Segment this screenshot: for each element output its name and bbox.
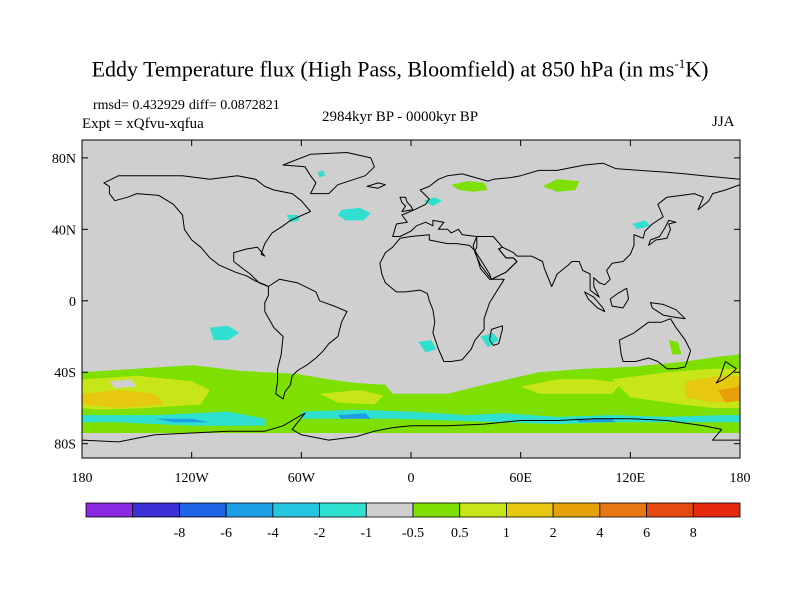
lon-label: 60E xyxy=(509,471,532,486)
coastline-australia xyxy=(618,318,692,370)
lon-label: 0 xyxy=(408,471,415,486)
coastline-north-america xyxy=(103,175,311,287)
region-cyan-south-africa xyxy=(418,340,437,353)
lat-label: 40N xyxy=(52,223,76,238)
region-blue-antarctic-coast xyxy=(155,418,210,423)
lat-label: 80S xyxy=(54,438,76,453)
lon-label: 120W xyxy=(175,471,210,486)
coastline-south-america xyxy=(264,278,348,400)
coastline-africa xyxy=(379,234,505,362)
diff-value: diff= 0.0872821 xyxy=(188,98,280,113)
rmsd-value: rmsd= 0.432929 xyxy=(93,98,185,113)
season-label: JJA xyxy=(712,114,735,130)
coastline-madagascar xyxy=(489,325,503,346)
coastline-iceland xyxy=(366,182,386,189)
region-grey-hole-pacific xyxy=(109,379,137,389)
region-cyan-south-america-west xyxy=(209,325,240,341)
lat-label: 40S xyxy=(54,366,76,381)
lon-label: 180 xyxy=(730,471,751,486)
title-main: Eddy Temperature flux (High Pass, Bloomf… xyxy=(91,56,675,82)
region-green-siberia xyxy=(542,179,580,192)
lon-label: 60W xyxy=(288,471,316,486)
region-cyan-nw-europe xyxy=(423,197,443,207)
field-regions xyxy=(82,170,740,433)
region-cyan-east-asia xyxy=(632,220,651,230)
coastline-borneo xyxy=(609,287,629,309)
coastline-greenland xyxy=(282,152,375,195)
period-label: 2984kyr BP - 0000kyr BP xyxy=(322,109,479,125)
lat-label: 0 xyxy=(69,295,76,310)
region-cyan-antarctic-coast-2 xyxy=(301,409,740,425)
coastline-sumatra xyxy=(584,291,606,312)
coastline-japan xyxy=(648,219,677,246)
coastline-eurasia xyxy=(392,162,740,298)
map-title: Eddy Temperature flux (High Pass, Bloomf… xyxy=(0,56,800,82)
lon-label: 120E xyxy=(616,471,646,486)
title-superscript: -1 xyxy=(674,56,686,71)
title-end: K) xyxy=(685,56,709,82)
coastline-arabia-fill xyxy=(474,236,518,280)
map-axes: 80N 40N 0 40S 80S 180 120W 60W 0 60E 120E 180 xyxy=(52,140,751,486)
region-orange-south-pacific xyxy=(82,390,165,408)
coastline-uk xyxy=(399,196,414,212)
region-green-scandinavia xyxy=(451,181,488,192)
statistics-line: rmsd= 0.432929 diff= 0.0872821 xyxy=(93,98,284,114)
region-blue-antarctic-coast-3 xyxy=(337,413,371,419)
coastline-new-guinea xyxy=(649,302,686,320)
lon-label: 180 xyxy=(72,471,93,486)
region-yellow-indian-ocean xyxy=(520,379,622,394)
region-green-southern-band xyxy=(82,354,740,433)
coastlines xyxy=(82,152,740,458)
region-yellow-south-atlantic xyxy=(319,390,384,405)
coastline-new-zealand xyxy=(715,361,737,384)
coastline-antarctica xyxy=(82,412,740,458)
region-orange-new-zealand-south xyxy=(718,386,740,403)
lat-label: 80N xyxy=(52,152,76,167)
experiment-label: Expt = xQfvu-xqfua xyxy=(82,116,204,132)
region-cyan-north-atlantic xyxy=(337,207,371,221)
region-green-australia xyxy=(668,340,682,355)
region-cyan-greenland-tip xyxy=(317,170,326,178)
